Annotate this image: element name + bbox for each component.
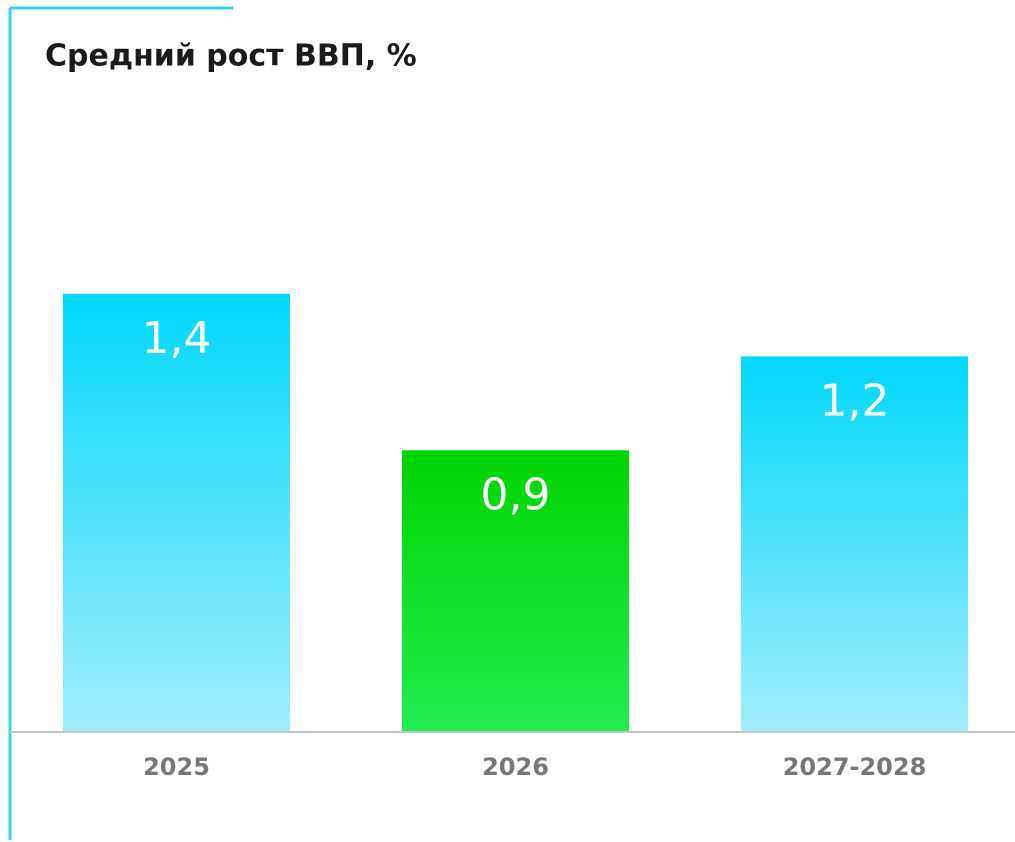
x-tick-label: 2025 — [143, 753, 210, 781]
bar — [402, 450, 629, 732]
x-tick-label: 2026 — [482, 753, 549, 781]
value-label: 1,2 — [820, 375, 890, 426]
value-label: 1,4 — [142, 313, 212, 364]
x-tick-label: 2027-2028 — [783, 753, 927, 781]
bar — [741, 356, 968, 732]
value-label: 0,9 — [481, 469, 551, 520]
chart-title: Средний рост ВВП, % — [45, 39, 417, 74]
bar — [63, 293, 290, 732]
